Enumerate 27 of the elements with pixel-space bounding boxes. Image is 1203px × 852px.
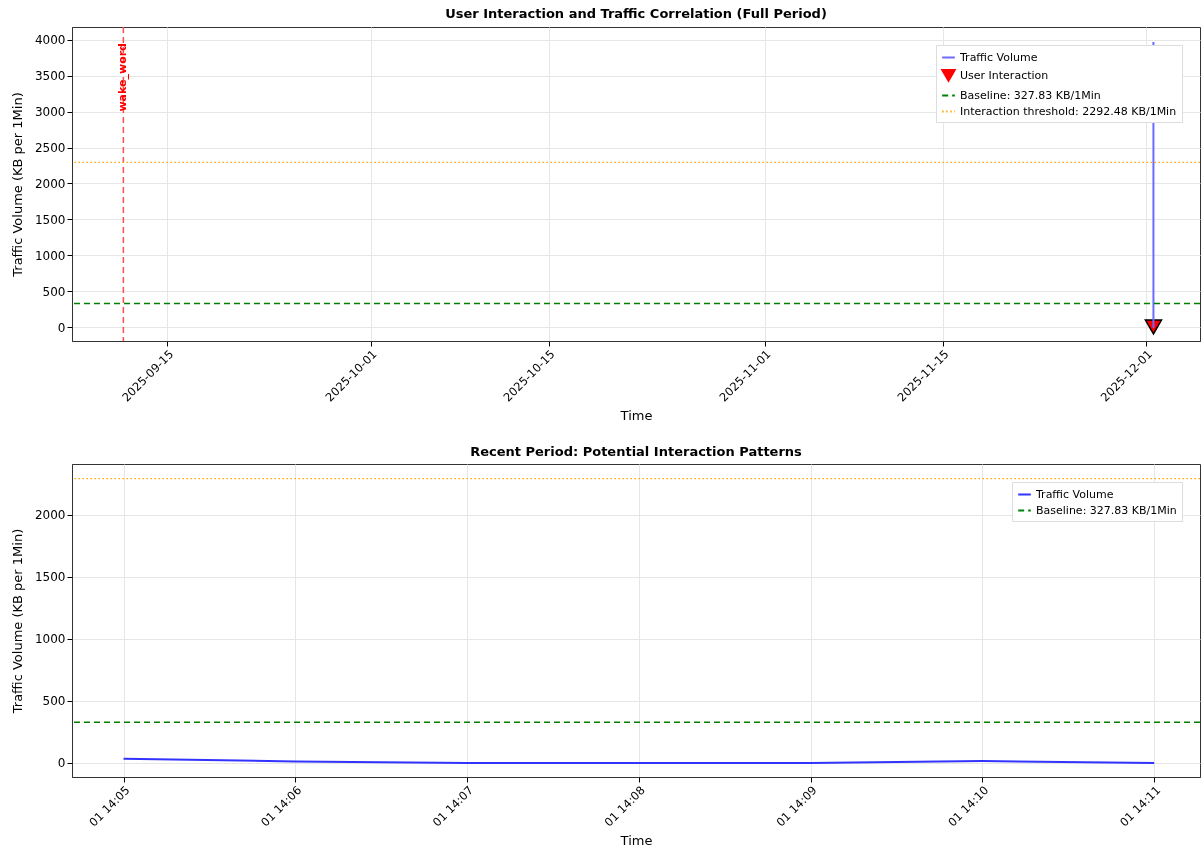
y-tick-label: 500 [42,694,66,709]
legend-label: User Interaction [960,68,1049,82]
y-tick-label: 1000 [34,248,66,263]
y-tick-label: 2000 [34,176,66,191]
y-tick-label: 2000 [34,508,66,523]
legend-label: Traffic Volume [1035,487,1114,501]
y-tick-label: 3500 [34,69,66,84]
y-tick-label: 4000 [34,33,66,48]
legend-label: Baseline: 327.83 KB/1Min [1036,503,1177,517]
y-axis-title: Traffic Volume (KB per 1Min) [9,528,25,715]
y-tick-label: 0 [57,320,66,335]
x-axis-title: Time [619,407,653,423]
y-tick-label: 1500 [34,212,66,227]
y-tick-label: 0 [57,756,66,771]
y-tick-label: 1500 [34,570,66,585]
y-tick-label: 500 [42,284,66,299]
chart-title: User Interaction and Traffic Correlation (Full Period) [445,6,827,22]
y-axis-title: Traffic Volume (KB per 1Min) [9,92,25,278]
y-tick-label: 1000 [34,632,66,647]
chart-title: Recent Period: Potential Interaction Patterns [470,444,803,459]
x-axis-title: Time [619,833,653,848]
ref-line-label: wake_word [116,43,130,112]
y-tick-label: 3000 [34,105,66,120]
y-tick-label: 2500 [34,141,66,156]
legend-label: Traffic Volume [959,50,1038,64]
legend-label: Interaction threshold: 2292.48 KB/1Min [960,104,1177,118]
legend-label: Baseline: 327.83 KB/1Min [960,88,1101,102]
